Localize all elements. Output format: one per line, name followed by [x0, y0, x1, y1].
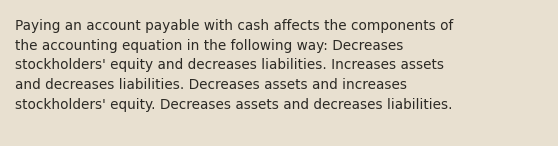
Text: Paying an account payable with cash affects the components of
the accounting equ: Paying an account payable with cash affe… — [15, 19, 453, 112]
